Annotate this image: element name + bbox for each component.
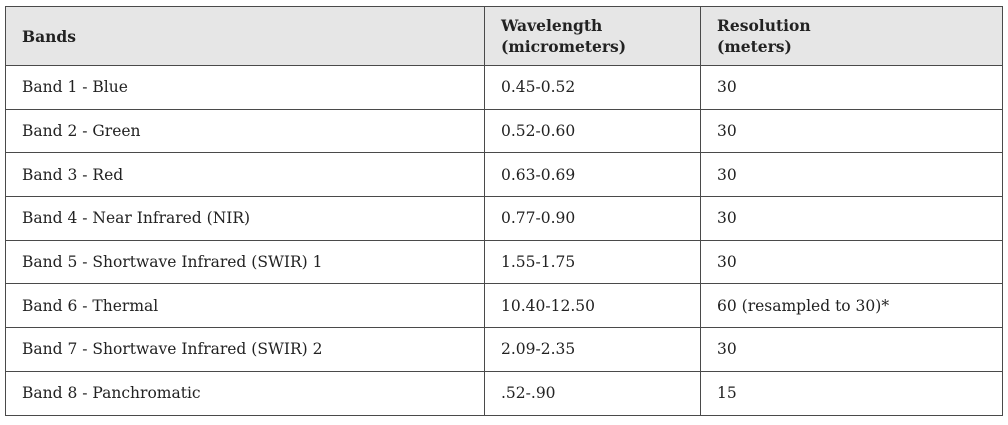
cell-resolution: 30 — [700, 108, 1003, 154]
cell-resolution: 30 — [700, 196, 1003, 241]
cell-band: Band 3 - Red — [5, 152, 485, 198]
cell-resolution: 60 (resampled to 30)* — [700, 283, 1003, 329]
cell-band: Band 5 - Shortwave Infrared (SWIR) 1 — [5, 239, 485, 285]
cell-wavelength: 2.09-2.35 — [484, 327, 701, 372]
header-resolution: Resolution (meters) — [700, 6, 1003, 66]
cell-wavelength: 0.77-0.90 — [484, 196, 701, 241]
header-resolution-line2: (meters) — [717, 37, 792, 56]
cell-band: Band 2 - Green — [5, 108, 485, 154]
table-row: Band 4 - Near Infrared (NIR) 0.77-0.90 3… — [5, 196, 1003, 241]
cell-wavelength: 0.63-0.69 — [484, 152, 701, 198]
cell-wavelength: 1.55-1.75 — [484, 239, 701, 285]
table-row: Band 8 - Panchromatic .52-.90 15 — [5, 370, 1003, 416]
table-row: Band 1 - Blue 0.45-0.52 30 — [5, 65, 1003, 110]
landsat-bands-table-container: Bands Wavelength (micrometers) Resolutio… — [5, 6, 1003, 416]
cell-resolution: 15 — [700, 370, 1003, 416]
cell-band: Band 6 - Thermal — [5, 283, 485, 329]
header-bands-label: Bands — [22, 26, 76, 46]
cell-resolution: 30 — [700, 327, 1003, 372]
cell-resolution: 30 — [700, 65, 1003, 110]
landsat-bands-table: Bands Wavelength (micrometers) Resolutio… — [5, 6, 1003, 416]
table-header-row: Bands Wavelength (micrometers) Resolutio… — [5, 6, 1003, 66]
cell-band: Band 1 - Blue — [5, 65, 485, 110]
cell-resolution: 30 — [700, 239, 1003, 285]
header-resolution-line1: Resolution — [717, 16, 811, 35]
table-row: Band 3 - Red 0.63-0.69 30 — [5, 152, 1003, 198]
header-bands: Bands — [5, 6, 485, 66]
cell-wavelength: 0.45-0.52 — [484, 65, 701, 110]
table-row: Band 7 - Shortwave Infrared (SWIR) 2 2.0… — [5, 327, 1003, 372]
cell-wavelength: .52-.90 — [484, 370, 701, 416]
table-row: Band 2 - Green 0.52-0.60 30 — [5, 108, 1003, 154]
cell-wavelength: 10.40-12.50 — [484, 283, 701, 329]
table-row: Band 5 - Shortwave Infrared (SWIR) 1 1.5… — [5, 239, 1003, 285]
cell-band: Band 4 - Near Infrared (NIR) — [5, 196, 485, 241]
cell-resolution: 30 — [700, 152, 1003, 198]
cell-wavelength: 0.52-0.60 — [484, 108, 701, 154]
header-wavelength-line1: Wavelength — [501, 16, 603, 35]
header-wavelength: Wavelength (micrometers) — [484, 6, 701, 66]
cell-band: Band 8 - Panchromatic — [5, 370, 485, 416]
header-wavelength-line2: (micrometers) — [501, 37, 627, 56]
table-row: Band 6 - Thermal 10.40-12.50 60 (resampl… — [5, 283, 1003, 329]
cell-band: Band 7 - Shortwave Infrared (SWIR) 2 — [5, 327, 485, 372]
